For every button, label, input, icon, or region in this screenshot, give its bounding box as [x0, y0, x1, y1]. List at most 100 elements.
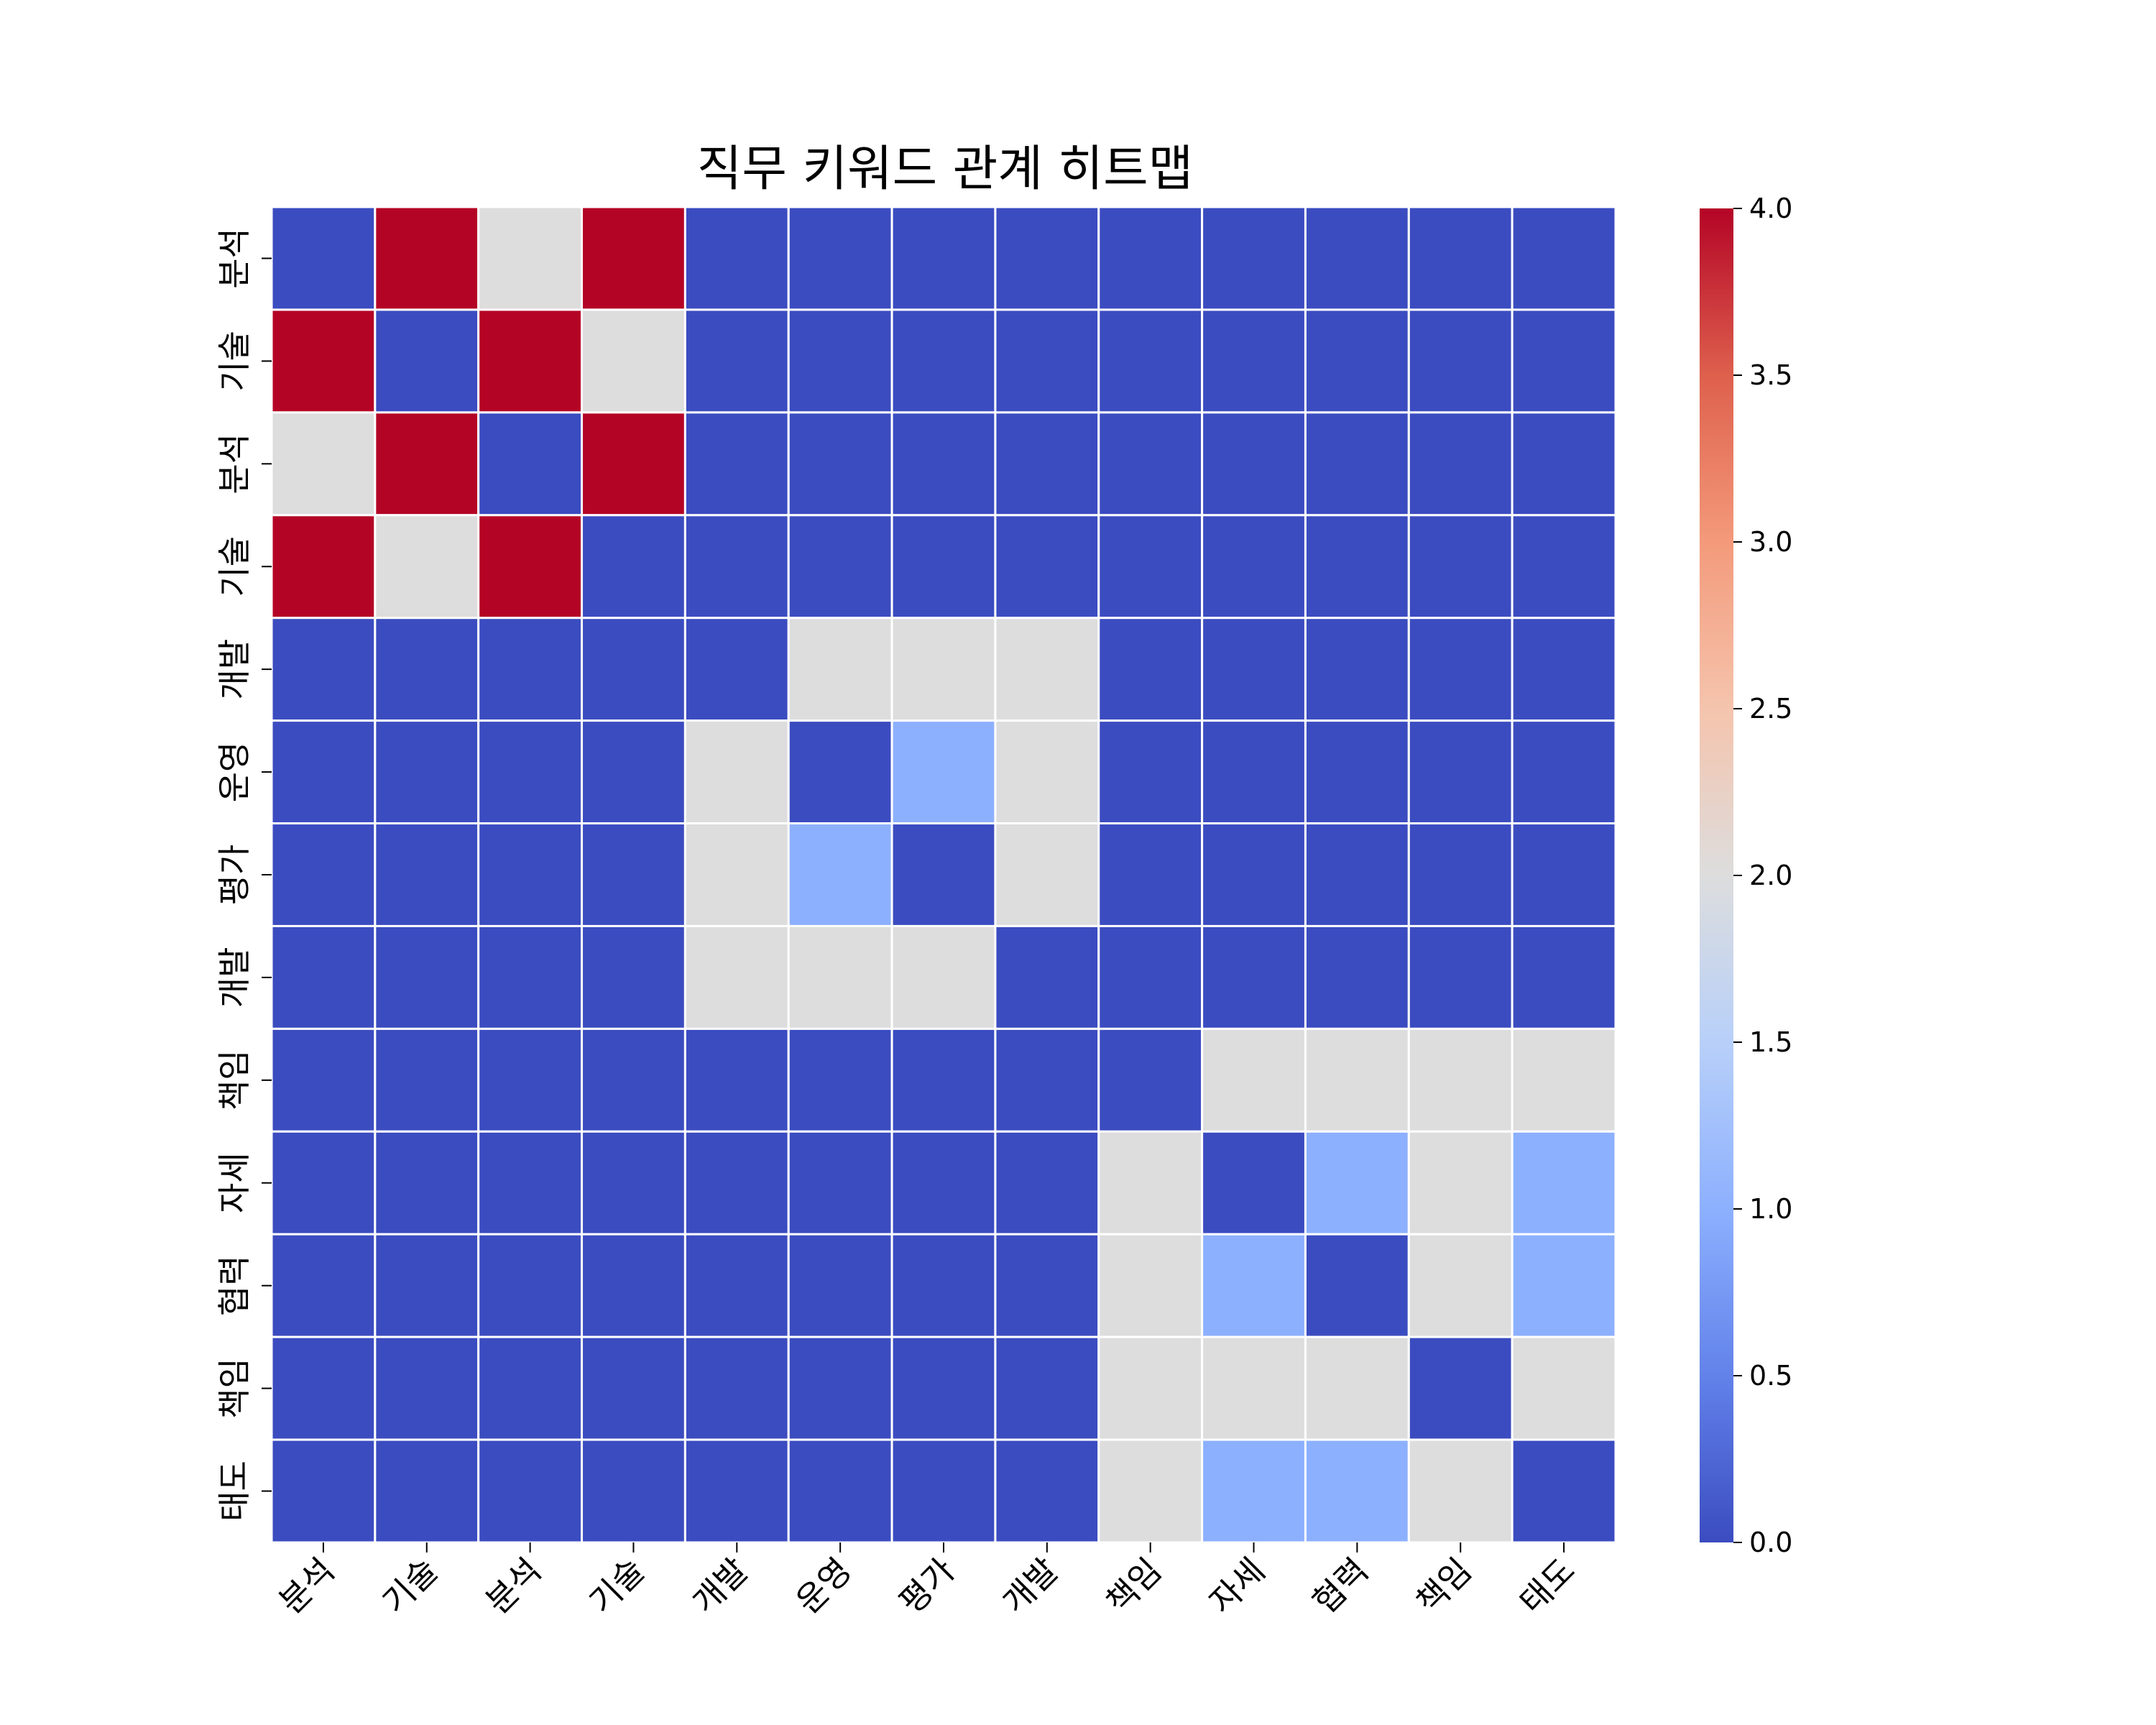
heatmap-cell	[994, 1233, 1100, 1338]
colorbar-tick-label: 1.0	[1749, 1193, 1792, 1225]
heatmap-cell	[581, 1027, 686, 1133]
heatmap-cell	[1407, 1233, 1514, 1338]
heatmap-cell	[994, 1335, 1100, 1441]
heatmap-cell	[890, 822, 997, 927]
heatmap-cell	[1304, 1233, 1410, 1338]
heatmap-cell	[683, 617, 790, 722]
heatmap-cell	[270, 514, 377, 620]
heatmap-cell	[1511, 617, 1617, 722]
heatmap-cell	[1511, 206, 1617, 311]
heatmap-cell	[787, 924, 893, 1030]
heatmap-cell	[1304, 822, 1410, 927]
x-tick-label: 개발	[685, 1551, 755, 1622]
heatmap-cell	[994, 411, 1100, 517]
heatmap-cell	[1304, 1335, 1410, 1441]
heatmap-cell	[890, 1027, 997, 1133]
heatmap-cell	[1407, 719, 1514, 825]
heatmap-cell	[994, 924, 1100, 1030]
colorbar-tick-label: 3.0	[1749, 526, 1792, 558]
heatmap-cell	[787, 1335, 893, 1441]
heatmap-cell	[1511, 719, 1617, 825]
heatmap-cell	[270, 206, 377, 311]
heatmap-cell	[1304, 924, 1410, 1030]
heatmap-cell	[1511, 411, 1617, 517]
heatmap-cell	[1201, 1233, 1307, 1338]
colorbar-tick-label: 3.5	[1749, 359, 1792, 391]
heatmap-cell	[477, 617, 584, 722]
heatmap-cell	[581, 822, 686, 927]
heatmap-cell	[994, 514, 1100, 620]
y-tick-label: 평가	[215, 845, 254, 906]
heatmap-cell	[994, 822, 1100, 927]
heatmap-cell	[683, 206, 790, 311]
heatmap-cell	[1304, 514, 1410, 620]
x-tick-label: 책임	[1409, 1551, 1479, 1622]
heatmap-cell	[374, 924, 480, 1030]
y-tick-label: 태도	[215, 1460, 254, 1522]
colorbar-gradient	[1700, 208, 1733, 1542]
heatmap-cell	[1097, 924, 1204, 1030]
heatmap-cell	[1097, 1027, 1204, 1133]
heatmap-cell	[1304, 1027, 1410, 1133]
heatmap-cell	[787, 206, 893, 311]
heatmap-cell	[1097, 1335, 1204, 1441]
heatmap-cell	[1304, 1130, 1410, 1236]
heatmap-cell	[890, 617, 997, 722]
x-tick-label: 분석	[272, 1551, 342, 1622]
heatmap-cell	[477, 1335, 584, 1441]
heatmap-cell	[890, 1233, 997, 1338]
heatmap-cell	[581, 1130, 686, 1236]
heatmap-cell	[374, 1027, 480, 1133]
heatmap-cell	[477, 206, 584, 311]
heatmap-cell	[1304, 308, 1410, 414]
heatmap-cell	[270, 719, 377, 825]
heatmap-cell	[890, 1438, 997, 1544]
colorbar-tick-label: 2.0	[1749, 860, 1792, 891]
heatmap-cell	[270, 1335, 377, 1441]
heatmap-cell	[581, 514, 686, 620]
heatmap-cell	[994, 1130, 1100, 1236]
heatmap-cell	[1201, 822, 1307, 927]
heatmap-cell	[1304, 1438, 1410, 1544]
heatmap-cell	[581, 924, 686, 1030]
y-tick-label: 운영	[215, 742, 254, 803]
y-tick-label: 기술	[215, 331, 254, 392]
y-tick-label: 책임	[215, 1050, 254, 1111]
heatmap-cell	[270, 308, 377, 414]
heatmap-cell	[374, 514, 480, 620]
heatmap-cell	[1097, 1438, 1204, 1544]
heatmap-cell	[1511, 1130, 1617, 1236]
heatmap-cell	[1511, 514, 1617, 620]
heatmap-cell	[581, 1438, 686, 1544]
heatmap-cell	[787, 1233, 893, 1338]
heatmap-cell	[374, 822, 480, 927]
heatmap-cell	[1201, 514, 1307, 620]
heatmap-cell	[270, 822, 377, 927]
heatmap-cell	[1511, 1233, 1617, 1338]
heatmap-cell	[270, 1027, 377, 1133]
heatmap-cell	[1097, 308, 1204, 414]
heatmap-cell	[1201, 1130, 1307, 1236]
heatmap-cell	[1097, 411, 1204, 517]
chart-title: 직무 키워드 관계 히트맵	[697, 141, 1193, 198]
heatmap-cell	[1511, 924, 1617, 1030]
heatmap-cell	[1304, 411, 1410, 517]
x-tick-label: 운영	[788, 1551, 859, 1622]
heatmap-cell	[477, 1027, 584, 1133]
heatmap-cell	[890, 1335, 997, 1441]
colorbar: 0.0 0.5 1.0 1.5 2.0 2.5 3.0 3.5 4.0	[1700, 193, 1792, 1558]
heatmap-cell	[374, 1233, 480, 1338]
colorbar-tick-label: 1.5	[1749, 1026, 1792, 1058]
heatmap-cell	[374, 1438, 480, 1544]
heatmap-cell	[787, 1438, 893, 1544]
heatmap-cell	[1407, 924, 1514, 1030]
heatmap-cell	[890, 514, 997, 620]
heatmap-cell	[1407, 822, 1514, 927]
heatmap-cell	[787, 514, 893, 620]
heatmap-cell	[994, 308, 1100, 414]
heatmap-cell	[683, 924, 790, 1030]
heatmap-cell	[581, 617, 686, 722]
heatmap-cell	[374, 719, 480, 825]
x-tick-label: 자세	[1202, 1551, 1272, 1622]
